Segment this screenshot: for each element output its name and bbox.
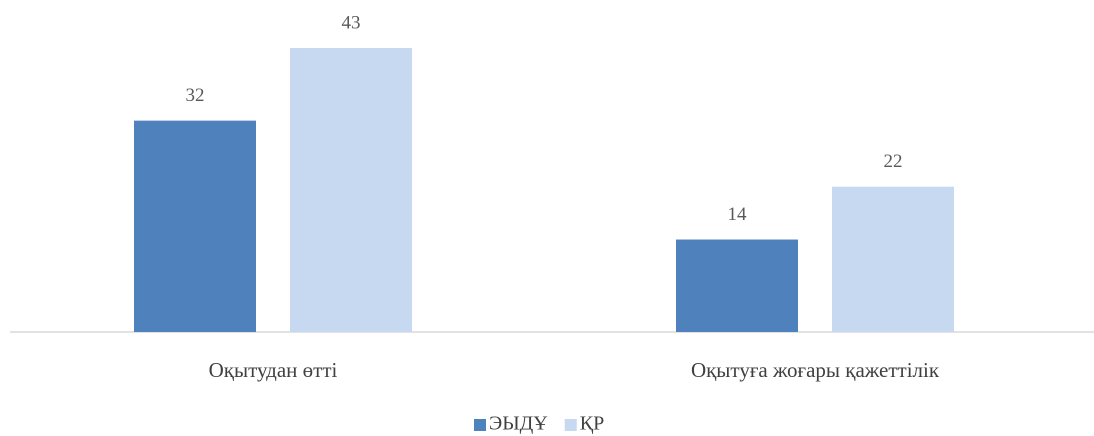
legend-swatch: [474, 419, 486, 431]
bar: [134, 120, 256, 333]
bar: [832, 186, 954, 332]
x-tick-label: Оқытудан өтті: [209, 358, 338, 382]
bar: [676, 239, 798, 332]
data-label: 43: [342, 12, 361, 33]
data-label: 22: [884, 151, 903, 172]
legend-label: ҚР: [580, 413, 604, 435]
legend-swatch: [564, 419, 577, 431]
x-tick-label: Оқытуға жоғары қажеттілік: [691, 358, 940, 382]
legend-label: ЭЫДҰ: [489, 413, 548, 435]
data-label: 32: [186, 85, 205, 106]
bar: [290, 48, 412, 332]
data-label: 14: [728, 204, 748, 225]
